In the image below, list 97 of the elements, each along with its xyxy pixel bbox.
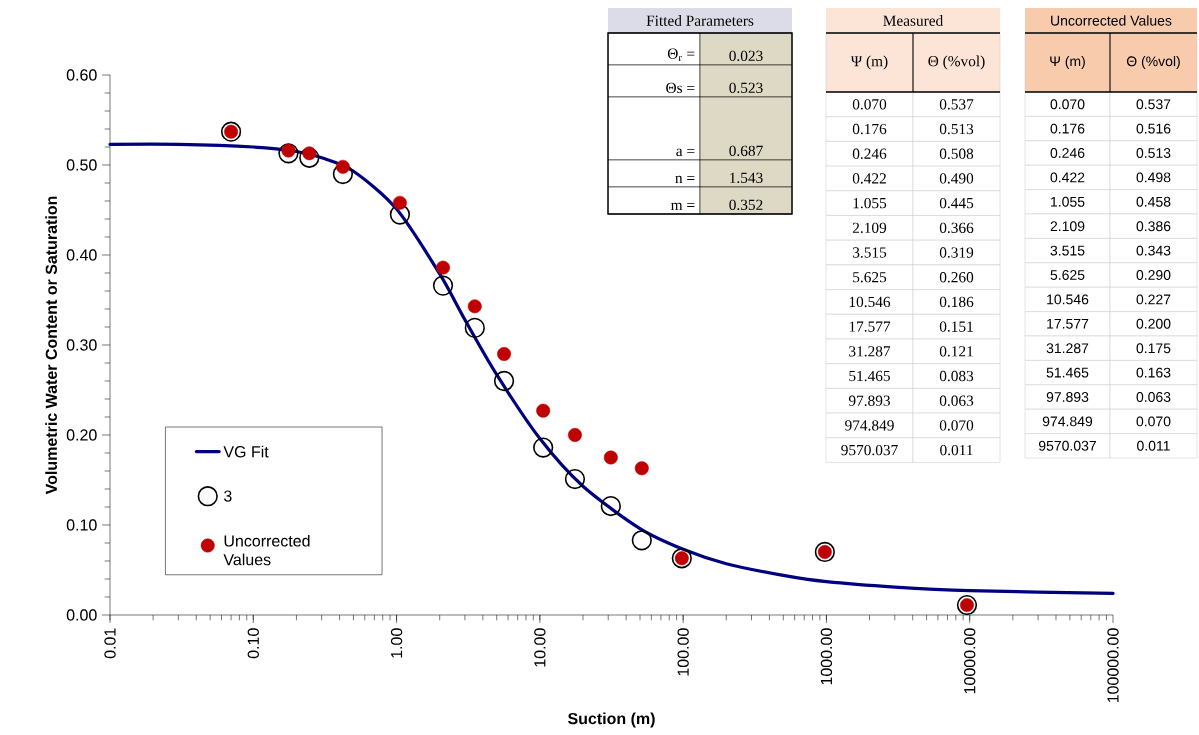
text: Θ (%vol)	[1126, 55, 1180, 70]
text: 0.290	[1136, 270, 1171, 280]
annotation: 10.546	[849, 296, 891, 308]
text: 0.011	[1137, 440, 1170, 451]
text: Uncorrected Values	[1051, 15, 1172, 26]
annotation: 10.546	[1047, 294, 1089, 305]
annotation: 0.490	[939, 173, 974, 184]
annotation: 0.083	[939, 370, 974, 382]
y-tick-label: 0.00	[66, 609, 97, 621]
text: 0.175	[1136, 343, 1171, 354]
text: 0.227	[1136, 294, 1171, 305]
text: Measured	[883, 15, 944, 26]
annotation: 0.319	[939, 247, 974, 258]
text: 0.513	[1136, 148, 1171, 158]
annotation: 0.422	[852, 173, 886, 184]
annotation: 9570.037	[1038, 440, 1096, 451]
text: 0.343	[1136, 245, 1171, 256]
annotation: a =	[676, 148, 695, 157]
annotation: 97.893	[848, 395, 890, 406]
annotation: 0.070	[852, 99, 887, 110]
y-tick-label: 0.10	[66, 519, 97, 531]
annotation: 31.287	[1046, 343, 1089, 354]
annotation: 1.055	[1051, 196, 1085, 207]
y-tick-label: 0.30	[66, 339, 97, 351]
annotation: 17.577	[1047, 318, 1089, 329]
legend-label: 3	[224, 490, 232, 502]
annotation: 5.625	[1050, 270, 1085, 280]
y-tick-label: 0.20	[66, 429, 97, 441]
annotation: 0.176	[1050, 123, 1085, 134]
annotation: 31.287	[849, 346, 891, 357]
annotation: 2.109	[852, 222, 887, 234]
annotation: 0.176	[852, 123, 887, 135]
annotation: 97.893	[1046, 392, 1089, 402]
text: Fitted Parameters	[646, 15, 754, 26]
annotation: 51.465	[1046, 367, 1089, 378]
annotation: 974.849	[845, 420, 894, 431]
annotation: 0.246	[1050, 148, 1085, 158]
text: Ψ (m)	[850, 55, 888, 70]
text: Θ$_{r}$ =	[667, 48, 695, 62]
x-tick-label: 0.10	[247, 628, 259, 659]
x-tick-label: 1.00	[390, 628, 403, 658]
annotation: 0.508	[939, 148, 974, 159]
annotation: 51.465	[849, 370, 890, 382]
annotation: m =	[670, 202, 695, 211]
annotation: 3.515	[852, 247, 887, 258]
text: 0.063	[1136, 392, 1171, 402]
annotation: 0.011	[940, 444, 973, 456]
annotation: 1.543	[730, 172, 763, 184]
text: 0.498	[1136, 172, 1171, 183]
x-axis-title: Suction (m)	[567, 712, 655, 728]
annotation: 0.070	[939, 420, 974, 431]
annotation: 0.352	[729, 199, 763, 211]
annotation: n =	[675, 175, 695, 184]
annotation: 0.260	[939, 272, 974, 283]
annotation: 0.523	[729, 82, 763, 94]
x-tick-label: 100.00	[677, 628, 689, 676]
y-tick-label: 0.50	[66, 159, 97, 171]
annotation: 0.121	[939, 346, 973, 357]
text: Ψ (m)	[1050, 55, 1085, 70]
text: 0.537	[1136, 99, 1171, 110]
x-tick-label: 100000.00	[1107, 628, 1119, 703]
annotation: 0.186	[939, 296, 974, 308]
text: 0.163	[1136, 367, 1171, 378]
x-tick-label: 10.00	[534, 628, 546, 667]
annotation: 0.422	[1050, 172, 1085, 183]
annotation: 2.109	[1050, 221, 1085, 232]
annotation: 0.246	[852, 148, 887, 159]
annotation: 1.055	[853, 197, 887, 209]
annotation: 0.151	[939, 321, 973, 332]
annotation: 3.515	[1050, 245, 1085, 256]
annotation: 5.625	[853, 272, 887, 283]
annotation: 0.687	[729, 145, 763, 157]
annotation: 0.537	[939, 99, 974, 110]
legend-label: VG Fit	[223, 445, 269, 458]
annotation: 17.577	[849, 321, 891, 332]
text: 0.070	[1136, 416, 1171, 427]
text: 0.516	[1136, 123, 1171, 134]
annotation: 0.513	[939, 123, 974, 135]
x-tick-label: 0.01	[104, 628, 116, 659]
text: Θ (%vol)	[928, 55, 985, 70]
annotation: 0.063	[939, 395, 974, 406]
y-axis-title: Volumetric Water Content or Saturation	[45, 196, 57, 495]
text: 0.458	[1136, 196, 1171, 207]
x-tick-label: 1000.00	[820, 628, 833, 685]
y-tick-label: 0.60	[66, 69, 97, 81]
annotation: 0.366	[939, 222, 974, 234]
annotation: 9570.037	[841, 444, 898, 456]
annotation: 974.849	[1042, 416, 1093, 427]
x-tick-label: 10000.00	[964, 628, 976, 694]
text: 0.386	[1136, 221, 1171, 232]
text: 0.200	[1136, 318, 1171, 329]
text: 0.023	[729, 50, 763, 62]
legend-label: Uncorrected Values	[223, 534, 310, 566]
annotation: 0.070	[1050, 99, 1085, 110]
annotation: 0.445	[939, 197, 974, 209]
y-tick-label: 0.40	[66, 249, 97, 261]
annotation: Θs =	[666, 82, 695, 94]
